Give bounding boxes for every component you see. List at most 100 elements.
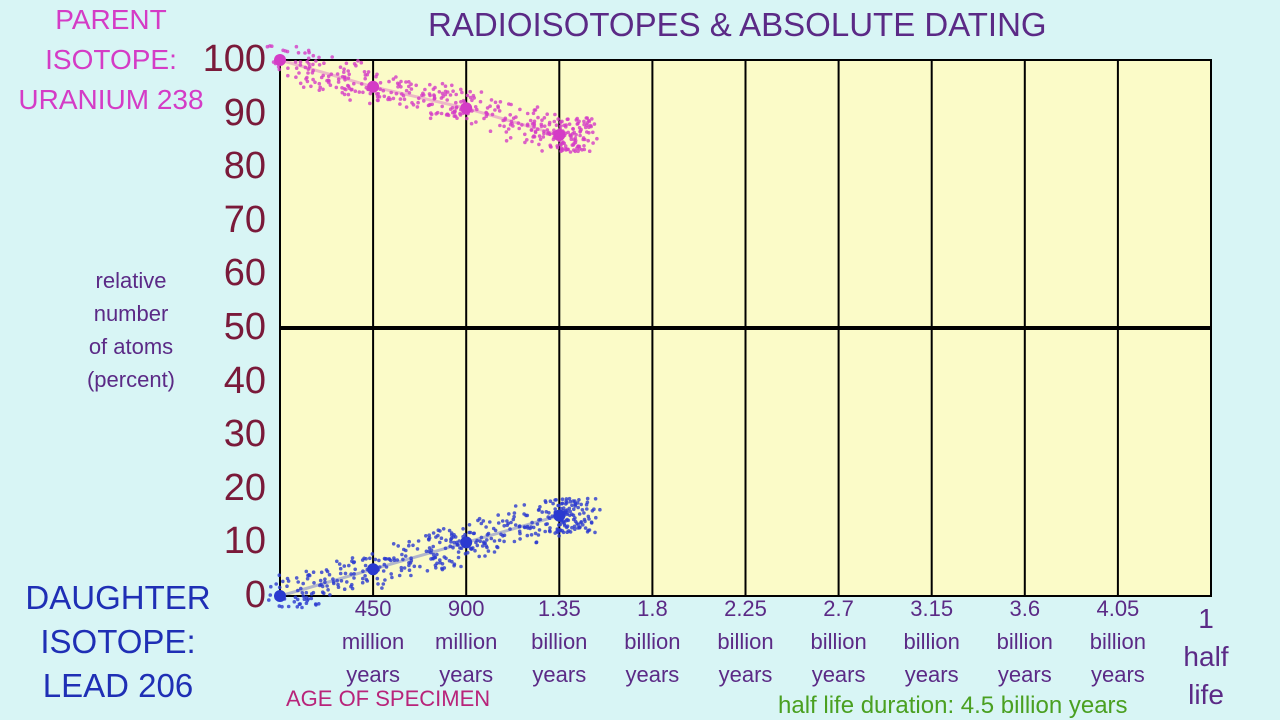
atom-dot bbox=[409, 82, 413, 86]
atom-dot bbox=[389, 572, 394, 576]
atom-dot bbox=[369, 88, 373, 92]
atom-dot bbox=[536, 115, 540, 120]
atom-dot bbox=[461, 104, 465, 108]
atom-dot bbox=[440, 566, 444, 571]
atom-dot bbox=[409, 573, 413, 578]
atom-dot bbox=[342, 70, 346, 74]
atom-dot bbox=[270, 44, 274, 48]
atom-dot bbox=[435, 552, 439, 557]
atom-dot bbox=[381, 569, 386, 573]
atom-dot bbox=[282, 597, 287, 601]
atom-dot bbox=[347, 72, 352, 77]
atom-dot bbox=[344, 87, 348, 92]
atom-dot bbox=[348, 98, 352, 102]
atom-dot bbox=[548, 499, 553, 504]
atom-dot bbox=[511, 517, 516, 522]
atom-dot bbox=[585, 507, 589, 511]
atom-dot bbox=[541, 135, 546, 139]
atom-dot bbox=[483, 554, 487, 558]
atom-dot bbox=[296, 588, 300, 593]
atom-dot bbox=[465, 93, 470, 98]
atom-dot bbox=[298, 602, 303, 606]
atom-dot bbox=[428, 93, 432, 98]
atom-dot bbox=[570, 132, 575, 136]
y-axis-label-line: (percent) bbox=[86, 367, 176, 392]
daughter-isotope-label: DAUGHTER ISOTOPE: LEAD 206 bbox=[0, 576, 236, 708]
atom-dot bbox=[537, 134, 542, 138]
atom-dot bbox=[307, 62, 311, 66]
atom-dot bbox=[375, 72, 379, 77]
atom-dot bbox=[535, 522, 540, 526]
atom-dot bbox=[268, 593, 273, 597]
atom-dot bbox=[583, 526, 588, 530]
half-life-marker: 1 half life bbox=[1176, 600, 1236, 714]
atom-dot bbox=[438, 540, 442, 545]
atom-dot bbox=[535, 127, 540, 131]
atom-dot bbox=[342, 587, 347, 591]
atom-dot bbox=[486, 531, 491, 536]
atom-dot bbox=[439, 536, 444, 540]
atom-dot bbox=[478, 99, 483, 104]
atom-dot bbox=[445, 98, 450, 102]
x-tick-label-line: 2.7 bbox=[823, 596, 854, 621]
atom-dot bbox=[375, 98, 380, 103]
atom-dot bbox=[598, 507, 602, 512]
atom-dot bbox=[403, 554, 408, 558]
atom-dot bbox=[293, 595, 298, 600]
atom-dot bbox=[285, 584, 289, 588]
atom-dot bbox=[352, 572, 356, 576]
atom-dot bbox=[479, 535, 484, 540]
atom-dot bbox=[271, 60, 276, 64]
x-tick-label-line: million bbox=[435, 629, 498, 654]
atom-dot bbox=[452, 533, 456, 537]
atom-dot bbox=[497, 538, 502, 543]
atom-dot bbox=[366, 70, 371, 74]
atom-dot bbox=[583, 125, 588, 130]
atom-dot bbox=[399, 85, 403, 89]
atom-dot bbox=[592, 507, 596, 512]
atom-dot bbox=[407, 84, 411, 89]
x-tick-label-line: years bbox=[532, 662, 587, 687]
x-tick-label-line: 1.35 bbox=[537, 596, 581, 621]
atom-dot bbox=[568, 513, 572, 518]
atom-dot bbox=[300, 591, 305, 595]
atom-dot bbox=[380, 586, 384, 590]
atom-dot bbox=[343, 75, 347, 79]
atom-dot bbox=[401, 557, 405, 562]
atom-dot bbox=[276, 65, 281, 69]
atom-dot bbox=[311, 53, 316, 58]
atom-dot bbox=[455, 540, 459, 545]
atom-dot bbox=[375, 92, 379, 96]
atom-dot bbox=[400, 552, 404, 557]
atom-dot bbox=[529, 533, 534, 537]
atom-dot bbox=[335, 559, 339, 564]
atom-dot bbox=[356, 59, 360, 63]
atom-dot bbox=[590, 117, 594, 121]
atom-dot bbox=[498, 100, 503, 104]
atom-dot bbox=[553, 112, 557, 117]
atom-dot bbox=[311, 77, 315, 82]
atom-dot bbox=[539, 122, 544, 127]
atom-dot bbox=[509, 520, 513, 525]
atom-dot bbox=[378, 81, 383, 85]
atom-dot bbox=[585, 121, 589, 125]
atom-dot bbox=[526, 526, 530, 530]
atom-dot bbox=[381, 88, 386, 93]
atom-dot bbox=[478, 539, 483, 543]
atom-dot bbox=[564, 509, 568, 513]
atom-dot bbox=[593, 530, 597, 535]
chart-title: RADIOISOTOPES & ABSOLUTE DATING bbox=[428, 6, 1047, 43]
atom-dot bbox=[493, 108, 497, 112]
atom-dot bbox=[475, 107, 479, 112]
atom-dot bbox=[468, 95, 473, 100]
y-tick-label: 10 bbox=[223, 520, 266, 563]
atom-dot bbox=[314, 59, 318, 63]
atom-dot bbox=[346, 92, 351, 97]
atom-dot bbox=[458, 546, 462, 550]
atom-dot bbox=[469, 121, 474, 126]
atom-dot bbox=[407, 543, 411, 548]
atom-dot bbox=[338, 571, 343, 576]
atom-dot bbox=[517, 126, 521, 131]
atom-dot bbox=[542, 124, 547, 128]
atom-dot bbox=[542, 116, 547, 120]
